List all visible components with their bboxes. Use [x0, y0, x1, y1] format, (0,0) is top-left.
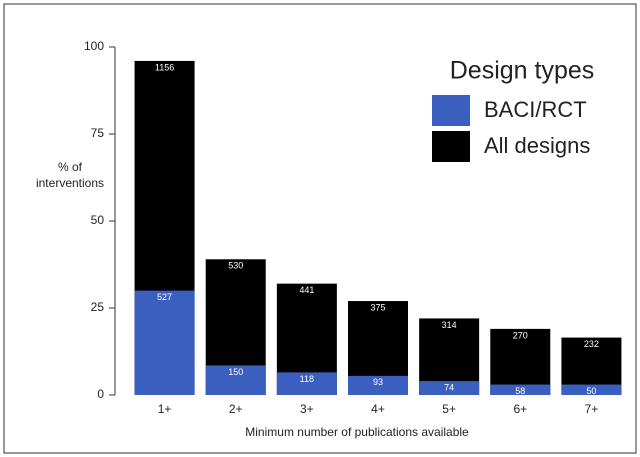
data-label: 58 [515, 386, 525, 396]
x-axis-title: Minimum number of publications available [245, 425, 469, 439]
x-tick-label: 1+ [158, 402, 172, 416]
data-label: 314 [442, 320, 457, 330]
data-label: 1156 [155, 62, 174, 72]
bar [490, 328, 551, 395]
data-label: 232 [584, 339, 599, 349]
y-tick-label: 100 [84, 39, 104, 53]
data-label: 74 [444, 382, 454, 392]
x-tick-label: 7+ [585, 402, 599, 416]
x-tick-label: 4+ [371, 402, 385, 416]
data-label: 527 [157, 292, 172, 302]
y-tick-label: 75 [91, 126, 105, 140]
legend-swatch [432, 131, 470, 162]
x-tick-label: 3+ [300, 402, 314, 416]
x-tick-label: 5+ [442, 402, 456, 416]
data-label: 150 [228, 367, 243, 377]
data-label: 270 [513, 330, 528, 340]
data-label: 50 [586, 386, 596, 396]
data-label: 530 [228, 261, 243, 271]
bar [561, 384, 622, 395]
bar [419, 381, 480, 395]
y-tick-label: 50 [91, 213, 105, 227]
x-tick-label: 6+ [513, 402, 527, 416]
legend-title: Design types [450, 57, 595, 85]
data-label: 118 [300, 374, 314, 384]
x-tick-label: 2+ [229, 402, 243, 416]
legend-label: BACI/RCT [484, 97, 587, 122]
bar [205, 365, 266, 395]
y-tick-label: 25 [91, 300, 105, 314]
bar [134, 290, 195, 395]
bar [276, 372, 337, 395]
legend-swatch [432, 95, 470, 126]
legend-label: All designs [484, 133, 590, 158]
y-axis-title: % of [58, 160, 83, 174]
y-axis-title: interventions [36, 176, 104, 190]
y-tick-label: 0 [97, 387, 104, 401]
data-label: 375 [370, 302, 385, 312]
data-label: 441 [299, 285, 314, 295]
data-label: 93 [373, 377, 383, 387]
bar [348, 375, 408, 395]
bar [490, 384, 551, 395]
